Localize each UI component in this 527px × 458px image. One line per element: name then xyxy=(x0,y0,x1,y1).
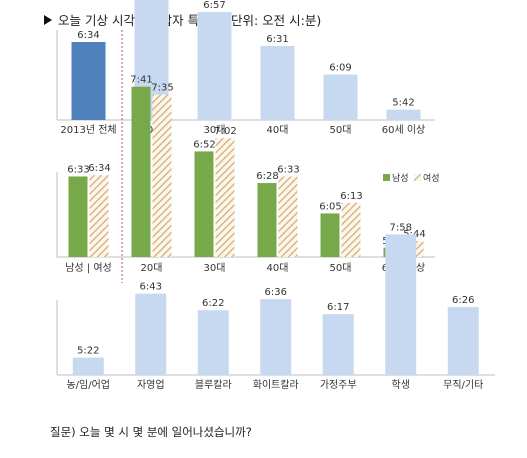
bar xyxy=(322,314,354,375)
data-label: 6:09 xyxy=(329,63,351,74)
data-label: 7:58 xyxy=(390,222,412,233)
legend-swatch-female xyxy=(414,174,421,181)
bar-male xyxy=(320,213,340,257)
data-label: 6:22 xyxy=(202,298,224,309)
data-label-female: 6:13 xyxy=(340,191,362,202)
bar-male xyxy=(68,176,88,257)
category-label: 40대 xyxy=(267,124,289,136)
category-label: 40대 xyxy=(267,262,289,274)
bar-female xyxy=(341,202,361,257)
bar-female xyxy=(278,176,298,257)
bar xyxy=(197,310,229,375)
bar xyxy=(386,109,421,120)
category-label: 20대 xyxy=(141,262,163,274)
category-label: 30대 xyxy=(204,124,226,136)
data-label-male: 6:28 xyxy=(256,171,278,182)
category-label: 자영업 xyxy=(137,378,165,391)
category-label: 농/임/어업 xyxy=(66,378,110,391)
data-label: 6:26 xyxy=(452,295,474,306)
bar xyxy=(447,307,479,375)
data-label-female: 7:02 xyxy=(214,126,236,137)
data-label: 6:17 xyxy=(327,302,349,313)
chart-title-text: 오늘 기상 시각 – 응답자 특성별 (단위: 오전 시:분) xyxy=(58,13,322,28)
data-label-male: 6:05 xyxy=(319,201,341,212)
data-label: 6:36 xyxy=(265,287,287,298)
data-label-male: 6:33 xyxy=(67,164,89,175)
category-label: 50대 xyxy=(330,262,352,274)
bar xyxy=(197,12,232,121)
category-label: 무직/기타 xyxy=(443,379,483,391)
legend-label-male: 남성 xyxy=(392,173,409,184)
data-label: 6:43 xyxy=(140,282,162,293)
bar-male xyxy=(257,183,277,257)
occupation-chart: 5:22 농/임/어업 6:43 자영업 6:22 블루칼라 6:36 화이트칼라 6:17 가정… xyxy=(56,222,495,391)
chart-title: 오늘 기상 시각 – 응답자 특성별 (단위: 오전 시:분) xyxy=(44,10,321,29)
category-label: 화이트칼라 xyxy=(253,378,299,391)
data-label: 6:34 xyxy=(77,30,99,41)
category-label: 60세 이상 xyxy=(382,124,426,136)
data-label-female: 6:34 xyxy=(88,163,110,174)
data-label: 5:22 xyxy=(77,346,99,357)
data-label-female: 7:35 xyxy=(151,83,173,94)
bar xyxy=(72,357,104,375)
triangle-bullet-icon xyxy=(44,15,52,25)
data-label-male: 6:52 xyxy=(193,139,215,150)
category-label: 블루칼라 xyxy=(195,378,232,391)
bar xyxy=(260,45,295,120)
bar-male xyxy=(194,151,214,257)
survey-question: 질문) 오늘 몇 시 몇 분에 일어나셨습니까? xyxy=(50,425,252,439)
category-label: 2013년 전체 xyxy=(60,124,116,136)
bar xyxy=(71,42,106,120)
legend-label-female: 여성 xyxy=(423,172,440,184)
data-label-male: 7:41 xyxy=(130,75,152,86)
bar-female xyxy=(152,94,172,257)
category-label: 30대 xyxy=(204,262,226,274)
data-label: 6:57 xyxy=(203,0,225,11)
bar xyxy=(385,234,417,375)
bar xyxy=(135,293,167,375)
category-label: 학생 xyxy=(392,379,410,391)
data-label: 6:31 xyxy=(266,34,288,45)
category-label: 50대 xyxy=(330,124,352,136)
bar-male xyxy=(131,86,151,257)
category-label: 가정주부 xyxy=(320,379,357,391)
bar-female xyxy=(215,138,235,257)
category-label: 남성 | 여성 xyxy=(65,262,112,274)
data-label-female: 6:33 xyxy=(277,164,299,175)
legend-swatch-male xyxy=(383,174,390,181)
bar xyxy=(323,74,358,120)
data-label: 5:42 xyxy=(392,98,414,109)
bar xyxy=(260,299,292,375)
bar-female xyxy=(89,175,109,257)
